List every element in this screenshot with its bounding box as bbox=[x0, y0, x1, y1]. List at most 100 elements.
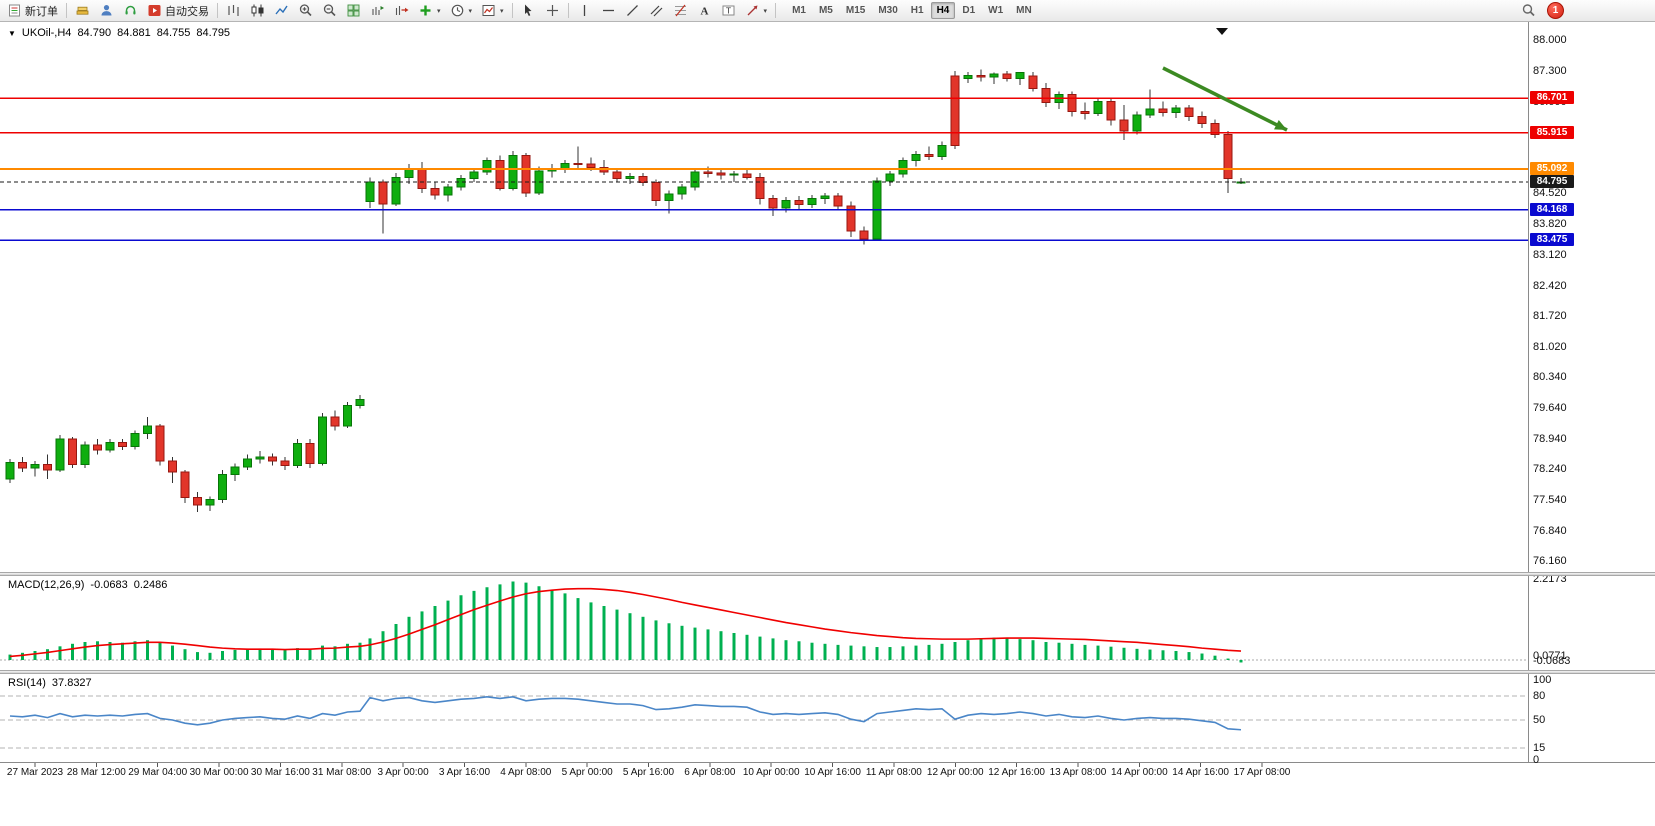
accounts-button[interactable] bbox=[71, 1, 94, 21]
new-order-label: 新订单 bbox=[25, 5, 58, 18]
time-scale-border bbox=[0, 762, 1655, 763]
text-label-button[interactable]: T bbox=[717, 1, 740, 21]
timeframe-mn-button[interactable]: MN bbox=[1010, 2, 1038, 19]
candlestick-mode-button[interactable] bbox=[246, 1, 269, 21]
cursor-icon bbox=[521, 3, 536, 18]
symbol-ohlc-line: ▼ UKOil-,H4 84.790 84.881 84.755 84.795 bbox=[8, 27, 230, 39]
chart-shift-button[interactable] bbox=[390, 1, 413, 21]
periods-button[interactable]: ▾ bbox=[446, 1, 477, 21]
rsi-layer bbox=[0, 695, 1528, 749]
svg-text:A: A bbox=[700, 6, 708, 18]
auto-scroll-button[interactable] bbox=[366, 1, 389, 21]
line-chart-icon bbox=[274, 3, 289, 18]
chevron-down-icon: ▾ bbox=[500, 7, 504, 15]
timeframe-h1-button[interactable]: H1 bbox=[905, 2, 930, 19]
horizontal-line-button[interactable] bbox=[597, 1, 620, 21]
chevron-down-icon: ▾ bbox=[468, 7, 473, 15]
auto-trading-label: 自动交易 bbox=[165, 5, 209, 18]
stack-icon bbox=[75, 3, 90, 18]
chart-canvas[interactable] bbox=[0, 22, 1655, 826]
notification-badge[interactable]: 1 bbox=[1547, 2, 1564, 19]
horizontal-line-icon bbox=[601, 3, 616, 18]
trendline-button[interactable] bbox=[621, 1, 644, 21]
toolbar-separator bbox=[567, 3, 569, 18]
macd-main-value: -0.0683 bbox=[90, 579, 128, 591]
indicators-button[interactable]: ▾ bbox=[414, 1, 445, 21]
crosshair-button[interactable] bbox=[541, 1, 564, 21]
indicators-plus-icon bbox=[418, 3, 433, 18]
chart-window: ▼ UKOil-,H4 84.790 84.881 84.755 84.795 … bbox=[0, 22, 1655, 826]
vertical-line-button[interactable] bbox=[573, 1, 596, 21]
auto-trading-button[interactable]: 自动交易 bbox=[143, 1, 213, 21]
candles-layer bbox=[5, 69, 1246, 512]
timeframe-w1-button[interactable]: W1 bbox=[982, 2, 1009, 19]
ohlc-close: 84.795 bbox=[196, 27, 231, 39]
timeframe-d1-button[interactable]: D1 bbox=[956, 2, 981, 19]
ohlc-low: 84.755 bbox=[156, 27, 191, 39]
vertical-line-icon bbox=[577, 3, 592, 18]
trendline-icon bbox=[625, 3, 640, 18]
rsi-indicator-label: RSI(14) 37.8327 bbox=[8, 677, 92, 689]
toolbar-right-group: 1 bbox=[1517, 1, 1564, 21]
main-toolbar: 新订单 自动交易 bbox=[0, 0, 1655, 22]
text-button[interactable]: A bbox=[693, 1, 716, 21]
timeframe-toolbar: M1 M5 M15 M30 H1 H4 D1 W1 MN bbox=[786, 2, 1038, 19]
auto-scroll-icon bbox=[370, 3, 385, 18]
symbol-name: UKOil-,H4 bbox=[21, 27, 72, 39]
zoom-in-button[interactable] bbox=[294, 1, 317, 21]
community-button[interactable] bbox=[95, 1, 118, 21]
line-chart-mode-button[interactable] bbox=[270, 1, 293, 21]
panel-splitter-macd[interactable] bbox=[0, 572, 1655, 576]
arrow-shapes-icon bbox=[745, 3, 760, 18]
label-icon: T bbox=[721, 3, 736, 18]
bar-chart-mode-button[interactable] bbox=[222, 1, 245, 21]
zoom-out-button[interactable] bbox=[318, 1, 341, 21]
text-icon: A bbox=[697, 3, 712, 18]
tile-windows-icon bbox=[346, 3, 361, 18]
macd-layer bbox=[0, 581, 1528, 663]
channel-icon bbox=[649, 3, 664, 18]
zoom-out-icon bbox=[322, 3, 337, 18]
search-button[interactable] bbox=[1517, 1, 1540, 21]
timeframe-m15-button[interactable]: M15 bbox=[840, 2, 871, 19]
new-order-button[interactable]: 新订单 bbox=[3, 1, 62, 21]
macd-signal-value: 0.2486 bbox=[133, 579, 168, 591]
collapse-triangle-icon: ▼ bbox=[8, 28, 16, 38]
candlestick-chart-icon bbox=[250, 3, 265, 18]
tile-windows-button[interactable] bbox=[342, 1, 365, 21]
cursor-button[interactable] bbox=[517, 1, 540, 21]
svg-text:T: T bbox=[725, 6, 730, 16]
ohlc-high: 84.881 bbox=[117, 27, 151, 39]
chart-shift-icon bbox=[394, 3, 409, 18]
price-scale-border bbox=[1528, 22, 1529, 763]
channel-button[interactable] bbox=[645, 1, 668, 21]
macd-indicator-label: MACD(12,26,9) -0.0683 0.2486 bbox=[8, 579, 167, 591]
crosshair-icon bbox=[545, 3, 560, 18]
templates-button[interactable]: ▾ bbox=[477, 1, 508, 21]
timeframe-m30-button[interactable]: M30 bbox=[872, 2, 903, 19]
fibonacci-icon bbox=[673, 3, 688, 18]
trend-arrow-annotation[interactable] bbox=[1162, 66, 1288, 132]
templates-icon bbox=[481, 3, 496, 18]
periods-clock-icon bbox=[450, 3, 465, 18]
arrow-shapes-button[interactable]: ▾ bbox=[741, 1, 772, 21]
bars-chart-icon bbox=[226, 3, 241, 18]
timeframe-m5-button[interactable]: M5 bbox=[813, 2, 839, 19]
ohlc-open: 84.790 bbox=[77, 27, 112, 39]
price-level-lines[interactable] bbox=[0, 97, 1528, 241]
timeframe-h4-button[interactable]: H4 bbox=[930, 2, 956, 19]
toolbar-separator bbox=[511, 3, 513, 18]
macd-name: MACD(12,26,9) bbox=[8, 579, 85, 591]
top-marker-icon bbox=[1216, 28, 1228, 35]
timeframe-m1-button[interactable]: M1 bbox=[786, 2, 812, 19]
support-button[interactable] bbox=[119, 1, 142, 21]
toolbar-separator bbox=[66, 3, 67, 18]
chevron-down-icon: ▾ bbox=[763, 7, 768, 15]
panel-splitter-rsi[interactable] bbox=[0, 670, 1655, 674]
auto-trading-icon bbox=[147, 3, 162, 18]
headset-icon bbox=[123, 3, 138, 18]
person-icon bbox=[99, 3, 114, 18]
search-icon bbox=[1521, 3, 1536, 18]
zoom-in-icon bbox=[298, 3, 313, 18]
fibonacci-button[interactable] bbox=[669, 1, 692, 21]
